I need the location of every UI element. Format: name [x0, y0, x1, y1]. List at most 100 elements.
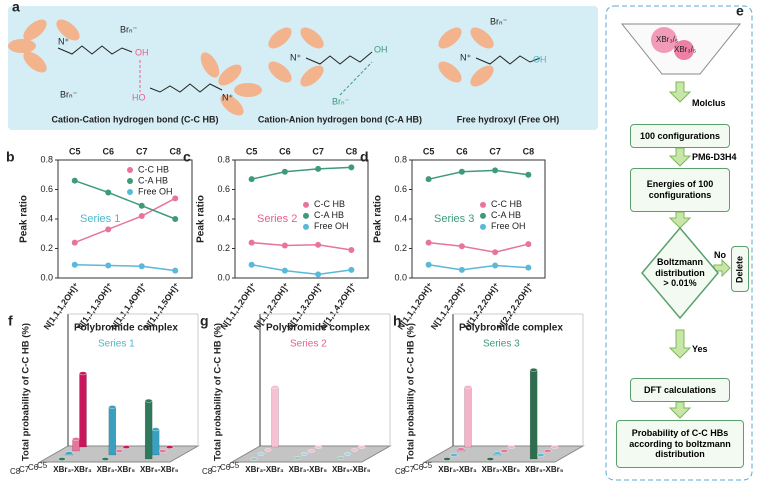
depth-label: C6: [28, 463, 39, 472]
bar-top: [122, 445, 131, 449]
point: [105, 226, 112, 233]
point: [425, 176, 432, 183]
line: [428, 263, 529, 271]
depth-label: C5: [422, 461, 433, 470]
point: [492, 249, 499, 256]
y-tick-label: 0.8: [40, 154, 53, 164]
point: [172, 216, 179, 222]
bar-top: [151, 427, 160, 432]
bar-top: [115, 449, 124, 453]
cation-label: N⁺: [460, 52, 471, 62]
legend-marker: [480, 201, 486, 208]
y-tick-label: 0.2: [217, 243, 230, 253]
bar: [79, 373, 87, 448]
line: [74, 179, 176, 220]
funnel-label: XBr₃/₅: [656, 35, 678, 44]
bar-top: [507, 445, 516, 449]
legend-marker: [127, 167, 133, 173]
x-tick-label: XBr₅-XBr₅: [332, 465, 371, 474]
top-category-label: C6: [279, 146, 291, 156]
y-axis-label: Peak ratio: [196, 195, 207, 243]
bar-top: [464, 385, 472, 389]
legend-label: C-C HB: [491, 199, 522, 209]
legend-label: Free OH: [138, 186, 173, 196]
panel-letter: f: [8, 313, 13, 329]
depth-label: C7: [19, 465, 30, 474]
point: [248, 239, 255, 246]
point: [348, 164, 355, 171]
panel-letter: h: [393, 313, 402, 329]
flow-node: Energies of 100 configurations: [630, 168, 730, 212]
point: [138, 213, 145, 220]
point: [492, 262, 499, 269]
y-tick-label: 0.0: [394, 272, 407, 282]
chart-title: Polybromide complex: [266, 323, 370, 334]
bar: [108, 406, 117, 456]
panel-letter: e: [736, 3, 744, 19]
bar-top: [271, 385, 279, 389]
bar: [529, 369, 538, 460]
molecule: [674, 40, 694, 60]
panel-letter: b: [6, 149, 15, 165]
cation-shapes: [8, 19, 494, 116]
funnel-label: XBr₃/₅: [674, 45, 696, 54]
anion-label: Brₙ⁻: [490, 16, 508, 26]
bar-top: [250, 457, 258, 461]
point: [458, 243, 465, 250]
bar-top: [293, 456, 302, 461]
point: [71, 177, 78, 184]
bar-top: [307, 449, 316, 453]
point: [248, 261, 255, 268]
annotation: Series 2: [257, 213, 297, 225]
bar-top: [58, 457, 66, 461]
annotation: Series 3: [483, 339, 520, 350]
depth-label: C8: [202, 467, 213, 476]
y-tick-label: 0.0: [40, 272, 53, 282]
legend-label: C-A HB: [138, 175, 168, 185]
depth-label: C6: [413, 463, 424, 472]
bar-top: [72, 437, 80, 441]
hbond: [339, 61, 373, 96]
edge-label: Molclus: [692, 98, 726, 108]
y-tick-label: 0.8: [394, 154, 407, 164]
y-axis-label: Peak ratio: [373, 195, 384, 243]
y-tick-label: 0.6: [40, 184, 53, 194]
y-tick-label: 0.4: [217, 213, 230, 223]
line: [251, 166, 352, 180]
point: [425, 261, 432, 268]
top-category-label: C7: [489, 146, 501, 156]
point: [281, 267, 288, 274]
depth-label: C7: [404, 465, 415, 474]
y-axis-label: Total probability of C-C HB (%): [21, 323, 32, 461]
point: [525, 264, 532, 271]
bar-top: [457, 447, 465, 452]
y-tick-label: 0.0: [217, 272, 230, 282]
top-category-label: C8: [523, 146, 535, 156]
bar-top: [336, 456, 345, 461]
legend-label: C-A HB: [314, 210, 344, 220]
legend-marker: [480, 212, 486, 219]
point: [315, 271, 322, 278]
point: [525, 241, 532, 248]
point: [315, 165, 322, 172]
flow-node: Delete: [731, 246, 749, 292]
depth-label: C5: [229, 461, 240, 470]
anion-label: Brₙ⁻: [60, 89, 78, 99]
edge-label: No: [714, 250, 726, 260]
hydroxyl-label: OH: [135, 47, 149, 57]
point: [172, 195, 179, 202]
decision: [641, 226, 719, 320]
line: [74, 197, 176, 244]
x-tick-label: XBr₃-XBr₃: [245, 465, 284, 474]
y-tick-label: 0.6: [217, 184, 230, 194]
point: [172, 267, 179, 274]
x-tick-label: XBr₅-XBr₅: [140, 465, 179, 474]
depth-label: C7: [211, 465, 222, 474]
depth-label: C6: [220, 463, 231, 472]
hydroxyl-label: HO: [132, 92, 146, 102]
flow-node: DFT calculations: [630, 378, 730, 402]
top-category-label: C6: [102, 146, 114, 156]
panel-letter: g: [200, 313, 209, 329]
chart-title: Polybromide complex: [459, 323, 563, 334]
top-category-label: C8: [169, 146, 181, 156]
